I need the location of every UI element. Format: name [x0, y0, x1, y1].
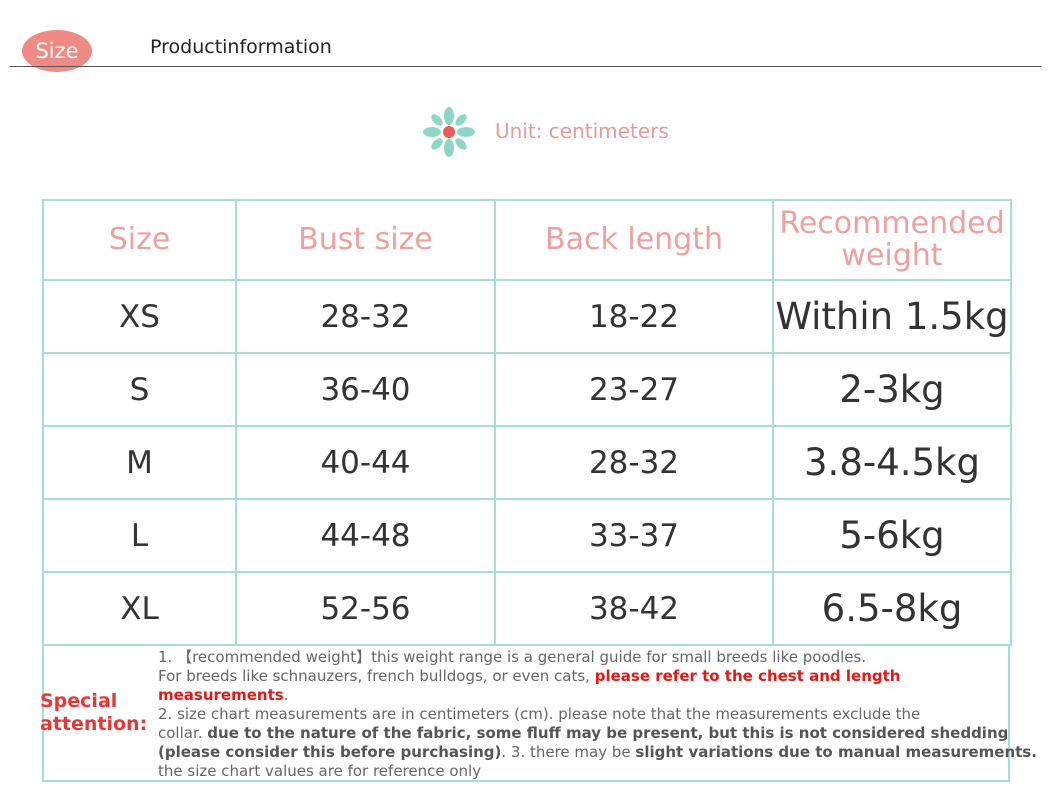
table-cell: 3.8-4.5kg	[772, 425, 1012, 500]
table-cell: 28-32	[494, 425, 774, 500]
note-text: 2. size chart measurements are in centim…	[158, 705, 921, 723]
table-row: L 44-48 33-37 5-6kg	[42, 498, 1012, 573]
note-line: (please consider this before purchasing)…	[158, 743, 1037, 762]
column-header: Back length	[494, 199, 774, 281]
note-text: due to the nature of the fabric, some fl…	[207, 724, 1009, 742]
note-text: please refer to the chest and length	[594, 667, 901, 685]
size-table: Size Bust size Back length Recommended weig…	[42, 199, 1012, 646]
table-cell: 36-40	[235, 352, 496, 427]
column-header: Bust size	[235, 199, 496, 281]
column-header: Recommended weight	[772, 199, 1012, 281]
table-cell: 40-44	[235, 425, 496, 500]
notes-label: Special attention:	[40, 690, 148, 735]
note-text: (please consider this before purchasing)	[158, 743, 502, 761]
unit-label: Unit: centimeters	[495, 119, 669, 143]
table-cell: XS	[42, 279, 237, 354]
table-row: XS 28-32 18-22 Within 1.5kg	[42, 279, 1012, 354]
table-cell: 2-3kg	[772, 352, 1012, 427]
table-cell: 52-56	[235, 571, 496, 646]
table-cell: L	[42, 498, 237, 573]
note-line: collar. due to the nature of the fabric,…	[158, 724, 1008, 743]
table-cell: 18-22	[494, 279, 774, 354]
note-line: 2. size chart measurements are in centim…	[158, 705, 920, 724]
note-text: .	[283, 686, 289, 704]
note-text: the size chart values are for reference …	[158, 762, 482, 780]
note-text: . 3. there may be	[501, 743, 636, 761]
table-row: XL 52-56 38-42 6.5-8kg	[42, 571, 1012, 646]
note-line: 1. 【recommended weight】this weight range…	[158, 648, 866, 667]
note-line: measurements.	[158, 686, 288, 705]
table-cell: S	[42, 352, 237, 427]
note-text: measurements	[158, 686, 284, 704]
table-cell: 23-27	[494, 352, 774, 427]
table-cell: 38-42	[494, 571, 774, 646]
note-text: collar.	[158, 724, 208, 742]
table-row: M 40-44 28-32 3.8-4.5kg	[42, 425, 1012, 500]
table-cell: 6.5-8kg	[772, 571, 1012, 646]
flower-icon	[423, 107, 475, 157]
divider	[10, 66, 1041, 67]
table-cell: M	[42, 425, 237, 500]
size-badge: Size	[22, 30, 92, 72]
page-title: Productinformation	[150, 36, 332, 58]
table-cell: 33-37	[494, 498, 774, 573]
table-cell: 5-6kg	[772, 498, 1012, 573]
table-cell: 28-32	[235, 279, 496, 354]
notes-box	[42, 645, 1010, 782]
note-line: the size chart values are for reference …	[158, 762, 481, 781]
table-cell: Within 1.5kg	[772, 279, 1012, 354]
column-header: Size	[42, 199, 237, 281]
note-text: For breeds like schnauzers, french bulld…	[158, 667, 595, 685]
table-cell: XL	[42, 571, 237, 646]
table-row: S 36-40 23-27 2-3kg	[42, 352, 1012, 427]
table-cell: 44-48	[235, 498, 496, 573]
note-line: For breeds like schnauzers, french bulld…	[158, 667, 900, 686]
note-text: 1. 【recommended weight】this weight range…	[158, 648, 867, 666]
note-text: slight variations due to manual measurem…	[635, 743, 1037, 761]
